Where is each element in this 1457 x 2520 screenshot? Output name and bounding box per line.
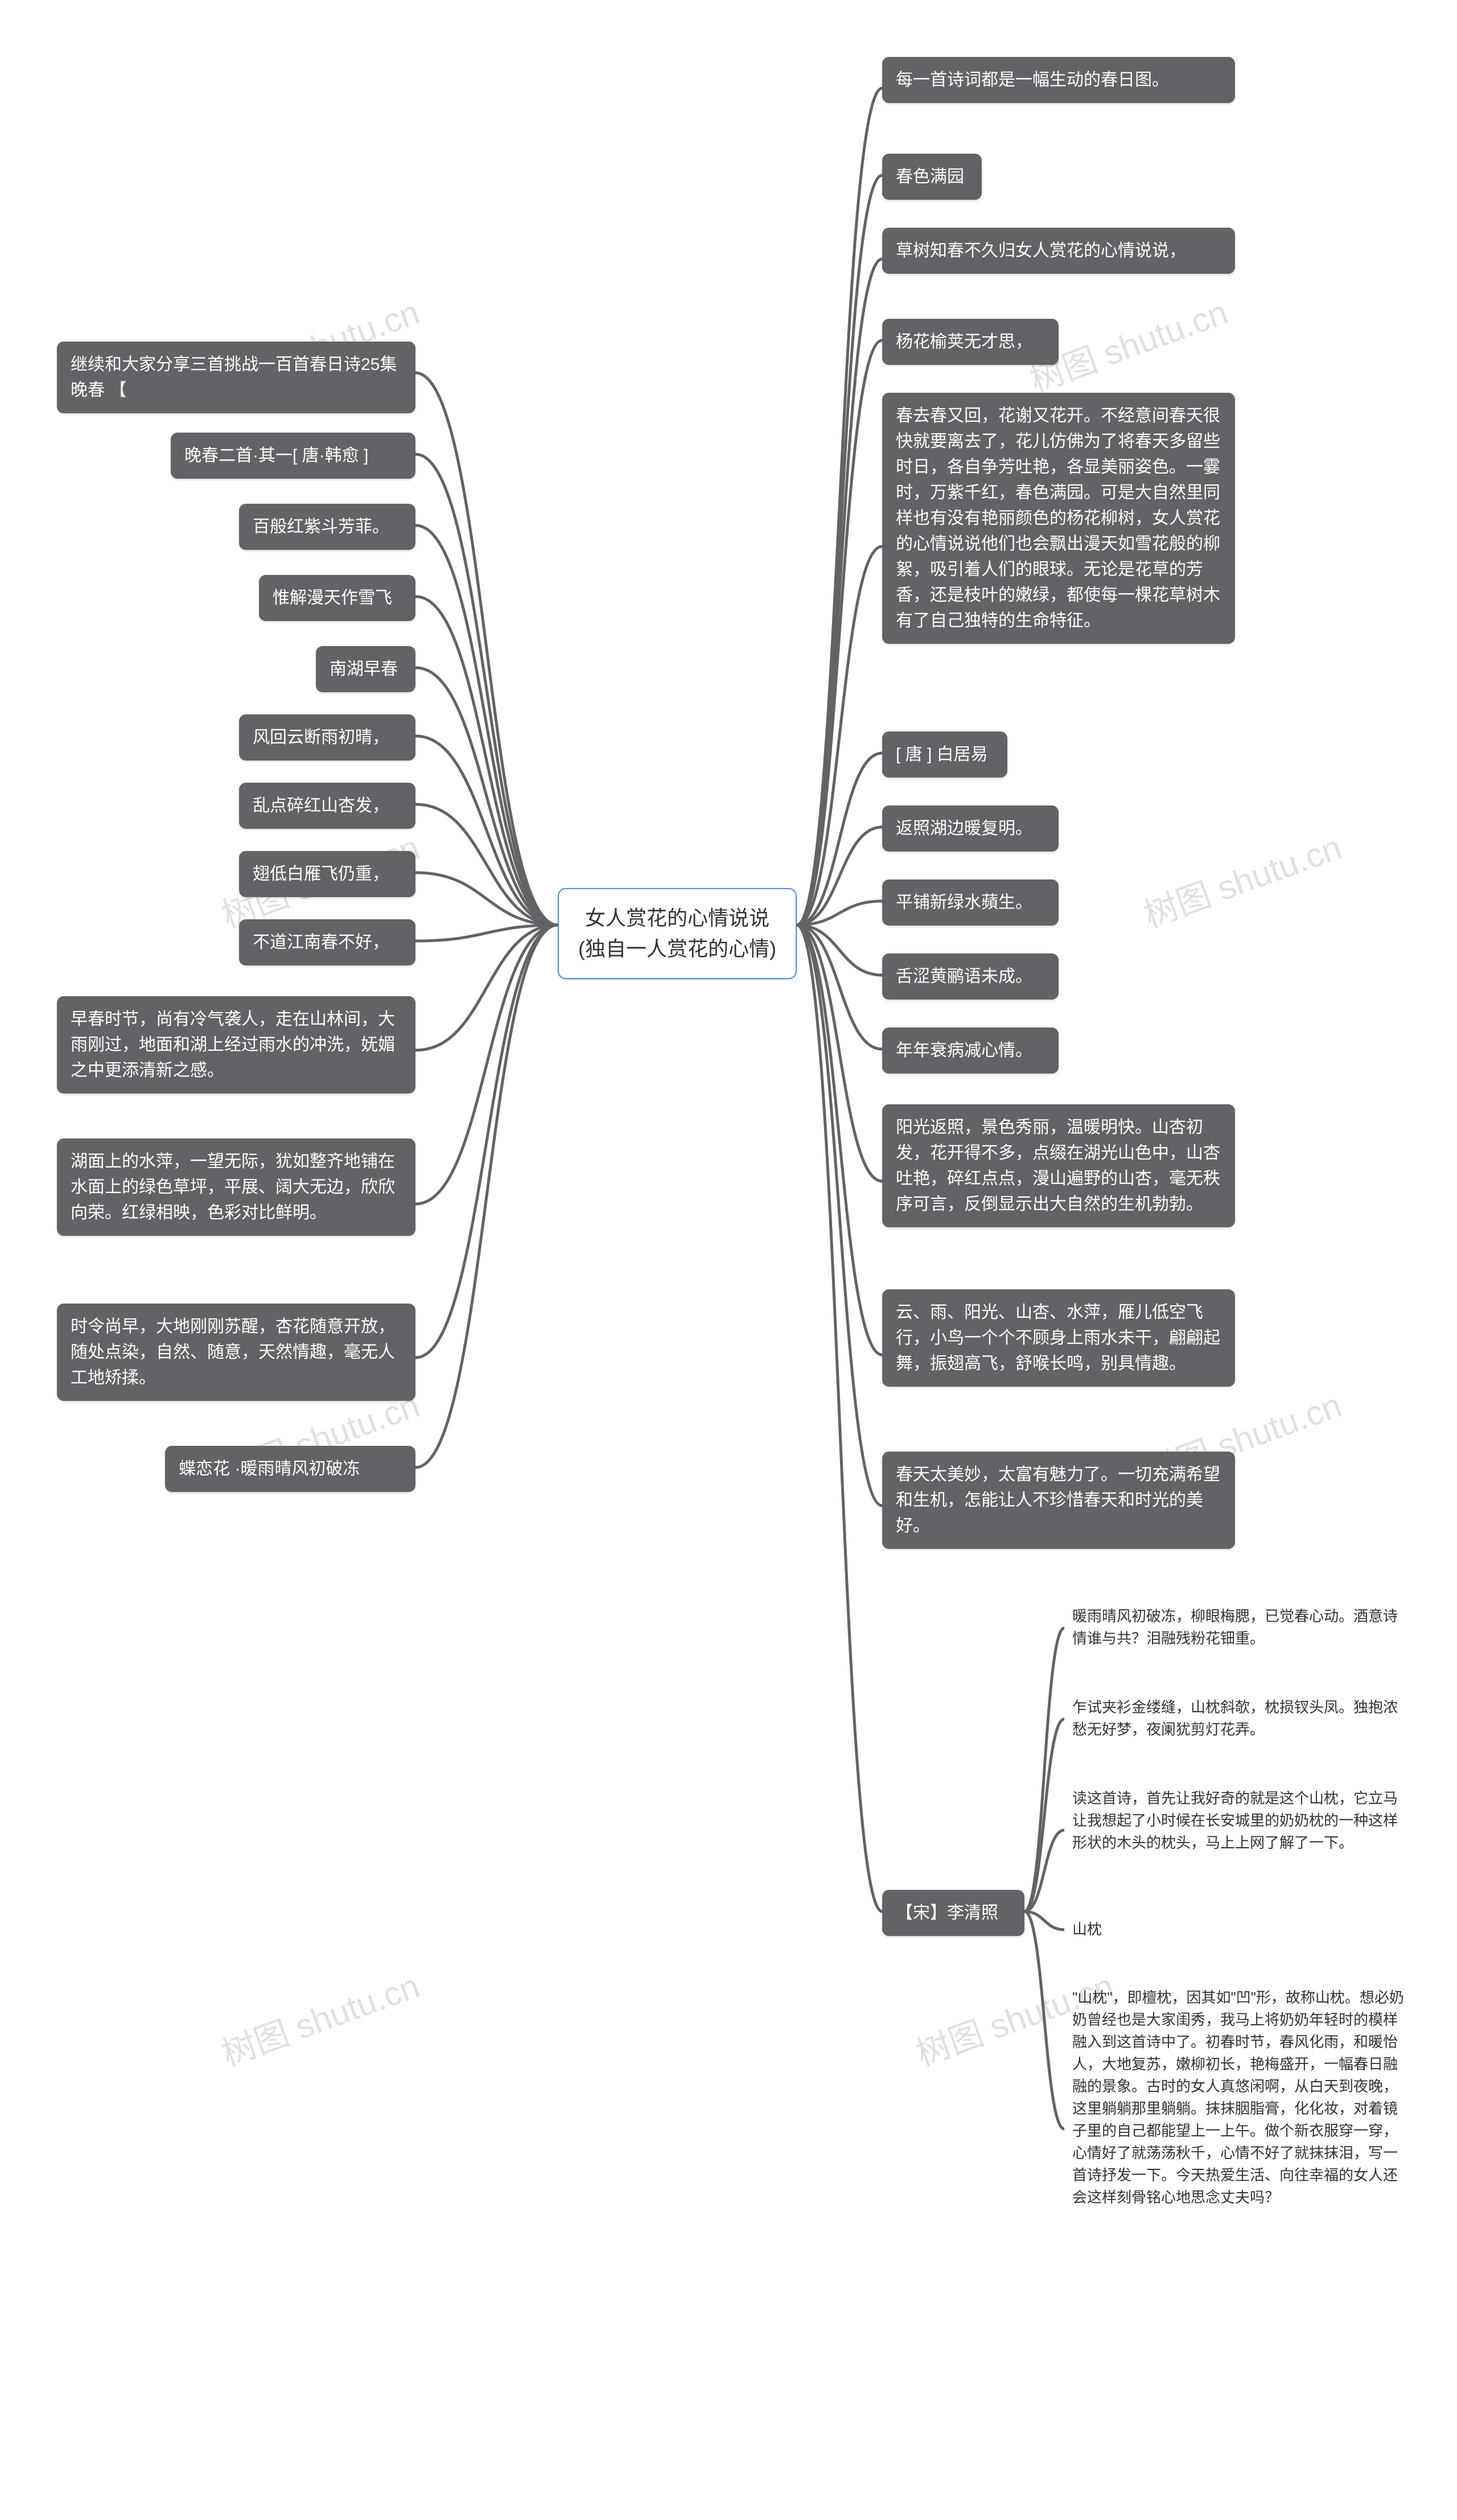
right-node-r2[interactable]: 春色满园 — [882, 154, 982, 200]
edge — [1024, 1911, 1064, 1930]
edge — [797, 925, 882, 975]
edge — [415, 804, 558, 925]
edge — [1024, 1830, 1064, 1911]
edge — [1024, 1911, 1064, 2129]
right-node-r13[interactable]: 春天太美妙，太富有魅力了。一切充满希望和生机，怎能让人不珍惜春天和时光的美好。 — [882, 1452, 1235, 1549]
right-node-r6[interactable]: [ 唐 ] 白居易 — [882, 731, 1007, 778]
sub-node-s2[interactable]: 乍试夹衫金缕缝，山枕斜欹，枕损钗头凤。独抱浓愁无好梦，夜阑犹剪灯花弄。 — [1064, 1691, 1417, 1746]
left-node-l13[interactable]: 蝶恋花 ·暖雨晴风初破冻 — [165, 1446, 415, 1492]
left-node-l1[interactable]: 继续和大家分享三首挑战一百首春日诗25集 晚春 【 — [57, 342, 415, 413]
edge — [797, 753, 882, 925]
edge — [1024, 1628, 1064, 1911]
edge — [415, 925, 558, 1204]
left-node-l7[interactable]: 乱点碎红山杏发， — [239, 783, 415, 829]
watermark: 树图 shutu.cn — [214, 1958, 425, 2075]
right-node-r9[interactable]: 舌涩黄鹂语未成。 — [882, 953, 1059, 1000]
left-node-l11[interactable]: 湖面上的水萍，一望无际，犹如整齐地铺在水面上的绿色草坪，平展、阔大无边，欣欣向荣… — [57, 1138, 415, 1236]
edge — [797, 925, 882, 1181]
edge — [415, 525, 558, 925]
edge — [797, 546, 882, 925]
edge — [415, 925, 558, 1050]
left-node-l2[interactable]: 晚春二首·其一[ 唐·韩愈 ] — [171, 433, 415, 479]
center-node[interactable]: 女人赏花的心情说说(独自一人赏花的心情) — [558, 888, 797, 979]
edge — [797, 340, 882, 925]
edge — [415, 925, 558, 941]
edge — [797, 259, 882, 925]
left-node-l12[interactable]: 时令尚早，大地刚刚苏醒，杏花随意开放，随处点染，自然、随意，天然情趣，毫无人工地… — [57, 1304, 415, 1401]
edge — [415, 668, 558, 925]
right-node-r8[interactable]: 平铺新绿水蘋生。 — [882, 879, 1059, 926]
edge — [797, 901, 882, 925]
watermark: 树图 shutu.cn — [1136, 820, 1347, 937]
left-node-l6[interactable]: 风回云断雨初晴， — [239, 714, 415, 760]
edge — [415, 925, 558, 1467]
left-node-l3[interactable]: 百般红紫斗芳菲。 — [239, 504, 415, 550]
edge — [415, 373, 558, 925]
left-node-l10[interactable]: 早春时节，尚有冷气袭人，走在山林间，大雨刚过，地面和湖上经过雨水的冲洗，妩媚之中… — [57, 996, 415, 1093]
right-node-r11[interactable]: 阳光返照，景色秀丽，温暖明快。山杏初发，花开得不多，点缀在湖光山色中，山杏吐艳，… — [882, 1104, 1235, 1227]
right-node-r5[interactable]: 春去春又回，花谢又花开。不经意间春天很快就要离去了，花儿仿佛为了将春天多留些时日… — [882, 393, 1235, 644]
edge — [1024, 1719, 1064, 1911]
edge — [415, 925, 558, 1358]
edge — [797, 88, 882, 925]
right-node-r1[interactable]: 每一首诗词都是一幅生动的春日图。 — [882, 57, 1235, 103]
left-node-l5[interactable]: 南湖早春 — [316, 646, 415, 692]
edge — [797, 925, 882, 1506]
edge — [797, 827, 882, 925]
left-node-l8[interactable]: 翅低白雁飞仍重， — [239, 851, 415, 897]
right-node-r4[interactable]: 杨花榆荚无才思， — [882, 319, 1059, 365]
right-node-r10[interactable]: 年年衰病减心情。 — [882, 1027, 1059, 1074]
right-node-r14[interactable]: 【宋】李清照 — [882, 1890, 1024, 1936]
edge — [415, 736, 558, 925]
edge — [797, 925, 882, 1911]
left-node-l9[interactable]: 不道江南春不好， — [239, 919, 415, 965]
edge — [415, 597, 558, 925]
right-node-r7[interactable]: 返照湖边暖复明。 — [882, 805, 1059, 852]
right-node-r12[interactable]: 云、雨、阳光、山杏、水萍，雁儿低空飞行，小鸟一个个不顾身上雨水未干，翩翩起舞，振… — [882, 1289, 1235, 1387]
edge — [415, 454, 558, 925]
edge — [797, 925, 882, 1355]
sub-node-s4[interactable]: 山枕 — [1064, 1913, 1133, 1946]
sub-node-s3[interactable]: 读这首诗，首先让我好奇的就是这个山枕，它立马让我想起了小时候在长安城里的奶奶枕的… — [1064, 1782, 1417, 1860]
edge — [797, 175, 882, 925]
mindmap-canvas: 树图 shutu.cn树图 shutu.cn树图 shutu.cn树图 shut… — [0, 0, 1457, 2520]
sub-node-s1[interactable]: 暖雨晴风初破冻，柳眼梅腮，已觉春心动。酒意诗情谁与共？泪融残粉花钿重。 — [1064, 1600, 1417, 1655]
sub-node-s5[interactable]: "山枕"，即檀枕，因其如"凹"形，故称山枕。想必奶奶曾经也是大家闺秀，我马上将奶… — [1064, 1981, 1417, 2214]
edge — [415, 873, 558, 925]
right-node-r3[interactable]: 草树知春不久归女人赏花的心情说说， — [882, 228, 1235, 274]
edge — [797, 925, 882, 1049]
left-node-l4[interactable]: 惟解漫天作雪飞 — [259, 575, 415, 621]
